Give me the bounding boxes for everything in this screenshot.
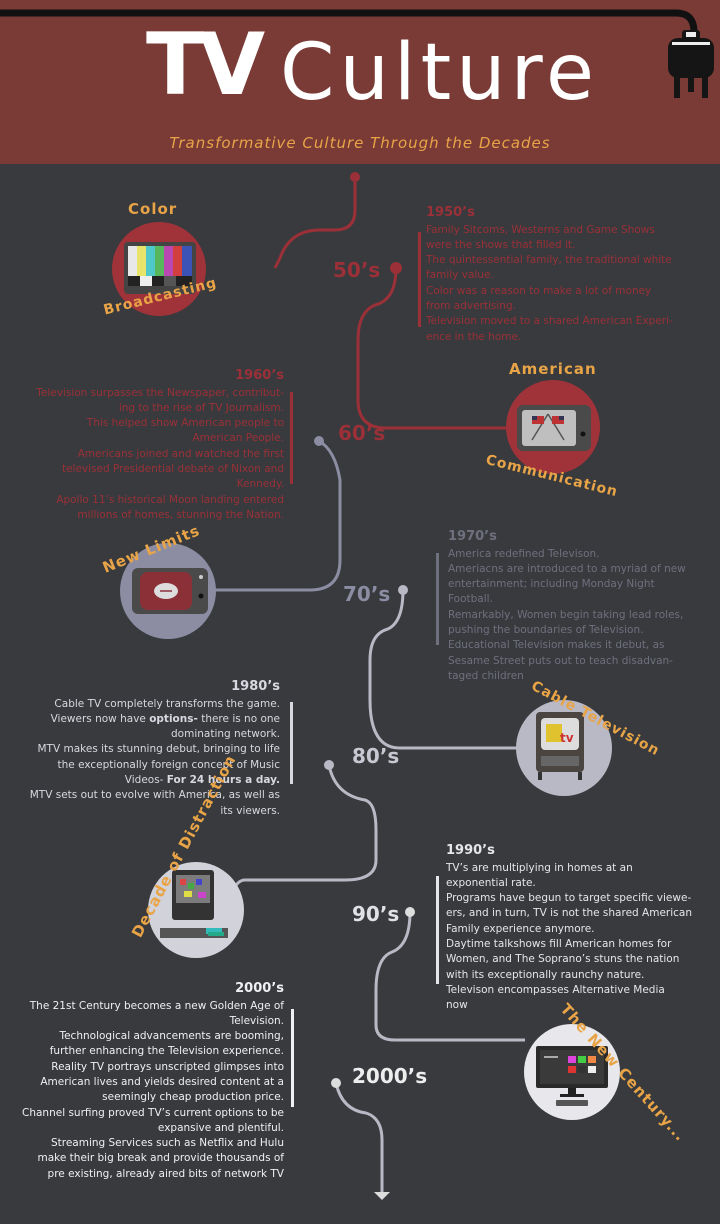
title-culture: Culture: [280, 28, 599, 118]
emphasis: options-: [149, 712, 198, 725]
line: dominating network.: [171, 728, 280, 741]
line: ence in the home.: [426, 330, 522, 343]
line: expansive and plentiful.: [157, 1121, 284, 1134]
line: Technological advancements are booming,: [59, 1030, 284, 1043]
line: were the shows that filled it.: [426, 238, 576, 251]
line: from advertising.: [426, 300, 516, 312]
line: its viewers.: [220, 804, 280, 817]
text-block-1960: 1960’s Television surpasses the Newspape…: [22, 367, 284, 523]
line: Videos- For 24 hours a day.: [22, 773, 280, 787]
heading-2000: 2000’s: [235, 981, 284, 996]
line: pre existing, already aired bits of netw…: [47, 1167, 284, 1180]
header-banner: TV Culture Transformative Culture Throug…: [0, 0, 720, 164]
line: millions of homes, stunning the Nation.: [77, 508, 284, 521]
line: Viewers now have options- there is no on…: [22, 712, 280, 726]
line: Reality TV portrays unscripted glimpses …: [51, 1060, 284, 1073]
decade-label-90s: 90’s: [352, 902, 400, 926]
line: Programs have begun to target specific v…: [446, 892, 692, 905]
line: The 21st Century becomes a new Golden Ag…: [29, 999, 284, 1012]
line: ers, and in turn, TV is not the shared A…: [446, 907, 692, 920]
line: Family Sitcoms, Westerns and Game Shows: [426, 223, 655, 236]
line: Football.: [448, 593, 493, 606]
heading-1980: 1980’s: [231, 679, 280, 694]
line: Apollo 11’s historical Moon landing ente…: [56, 493, 284, 506]
line: seemingly cheap production price.: [102, 1091, 284, 1104]
line: MTV makes its stunning debut, bringing t…: [37, 743, 281, 756]
line: American lives and yields desired conten…: [40, 1076, 284, 1088]
text: Viewers now have: [50, 712, 150, 725]
line: Cable TV completely transforms the game.: [54, 697, 280, 710]
plug-icon: [664, 30, 718, 102]
line: televised Presidential debate of Nixon a…: [61, 463, 284, 475]
line: family value.: [426, 269, 494, 282]
decade-label-80s: 80’s: [352, 744, 400, 768]
line: Remarkably, Women begin taking lead role…: [448, 608, 684, 621]
line: Educational Television makes it debut, a…: [448, 639, 665, 652]
line: further enhancing the Television experie…: [49, 1045, 284, 1058]
divider-1980: [290, 702, 293, 784]
line: Televison encompasses Alternative Media: [446, 983, 665, 996]
line: the exceptionally foreign concept of Mus…: [57, 758, 280, 771]
text-block-1990: 1990’s TV’s are multiplying in homes at …: [446, 842, 692, 1013]
line: America redefined Televison.: [448, 547, 600, 560]
line: with its exceptionally raunchy nature.: [446, 968, 645, 981]
line: Television.: [229, 1014, 284, 1027]
divider-2000: [291, 1009, 294, 1107]
text-block-1980: 1980’s Cable TV completely transforms th…: [22, 678, 280, 819]
line: Streaming Services such as Netflix and H…: [50, 1137, 284, 1150]
line: make their big break and provide thousan…: [37, 1152, 284, 1165]
line: Daytime talkshows fill American homes fo…: [446, 938, 672, 950]
line: exponential rate.: [446, 876, 536, 889]
line: Television moved to a shared American Ex…: [426, 315, 673, 328]
divider-1970: [436, 553, 439, 645]
line: Family experience anymore.: [446, 922, 595, 935]
line: taged children: [448, 669, 524, 682]
text-block-2000: 2000’s The 21st Century becomes a new Go…: [22, 980, 284, 1182]
heading-1990: 1990’s: [446, 843, 495, 858]
line: Channel surfing proved TV’s current opti…: [22, 1106, 284, 1119]
line: TV’s are multiplying in homes at an: [446, 861, 633, 874]
decade-label-70s: 70’s: [343, 582, 391, 606]
line: MTV sets out to evolve with America, as …: [29, 789, 280, 802]
badge-circle: [524, 1024, 620, 1120]
text: there is no one: [197, 712, 280, 725]
line: now: [446, 999, 468, 1012]
line: The quintessential family, the tradition…: [426, 254, 672, 267]
emphasis: For 24 hours a day.: [166, 774, 280, 786]
line: Color was a reason to make a lot of mone…: [426, 284, 652, 297]
heading-1970: 1970’s: [448, 529, 497, 544]
decade-label-2000s: 2000’s: [352, 1064, 428, 1088]
badge-title-top: American: [509, 360, 597, 378]
line: Women, and The Soprano’s stuns the natio…: [446, 953, 680, 966]
line: ing to the rise of TV Journalism.: [118, 401, 284, 414]
decade-label-60s: 60’s: [338, 421, 386, 445]
divider-1960: [290, 392, 293, 484]
power-cord-graphic: [0, 9, 698, 33]
line: Ameriacns are introduced to a myriad of …: [448, 562, 686, 575]
decade-label-50s: 50’s: [333, 258, 381, 282]
line: Americans joined and watched the first: [77, 447, 284, 460]
subtitle: Transformative Culture Through the Decad…: [169, 134, 551, 152]
text-block-1970: 1970’s America redefined Televison. Amer…: [448, 528, 693, 684]
divider-1990: [436, 876, 439, 984]
line: entertainment; including Monday Night: [448, 578, 655, 591]
line: pushing the boundaries of Television.: [448, 624, 644, 636]
line: Sesame Street puts out to teach disadvan…: [448, 654, 673, 667]
badge-title-top: Color: [128, 200, 178, 218]
heading-1960: 1960’s: [235, 368, 284, 383]
line: American People.: [192, 432, 284, 445]
line: This helped show American people to: [86, 417, 284, 430]
line: Television surpasses the Newspaper, cont…: [36, 386, 284, 399]
title-tv: TV: [146, 15, 265, 115]
line: Kennedy.: [236, 478, 284, 491]
text-block-1950: 1950’s Family Sitcoms, Westerns and Game…: [426, 204, 696, 345]
divider-1950: [418, 232, 421, 327]
text: Videos-: [124, 774, 167, 786]
heading-1950: 1950’s: [426, 205, 475, 220]
